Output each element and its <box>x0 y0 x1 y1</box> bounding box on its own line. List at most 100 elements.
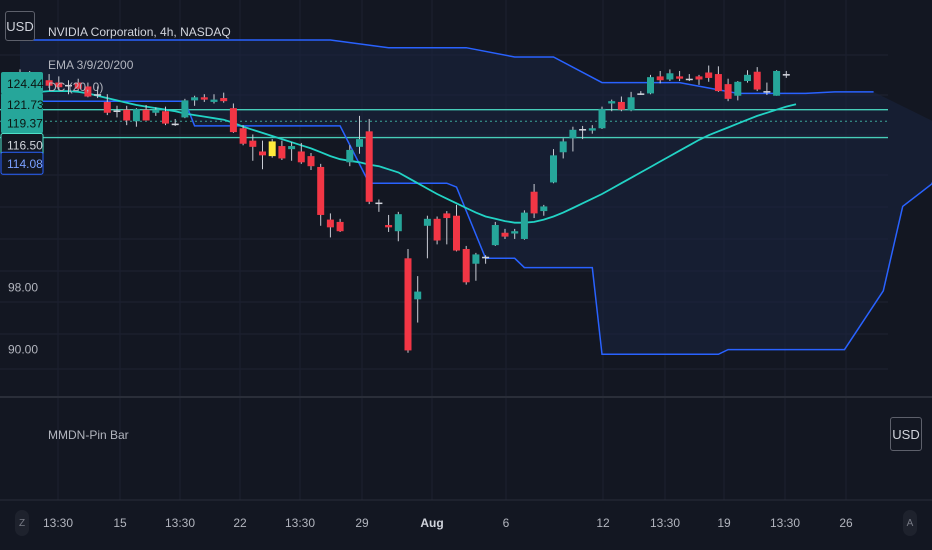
candle-body <box>123 109 131 121</box>
candle <box>453 204 460 252</box>
donchian-lower-line <box>20 100 932 356</box>
candle <box>433 216 441 245</box>
candle-body <box>462 249 470 283</box>
candle-body <box>617 101 625 110</box>
candle <box>103 94 111 116</box>
candle-body <box>191 97 199 101</box>
candle <box>142 105 150 121</box>
candle-body <box>744 74 751 82</box>
candle-body <box>433 218 441 241</box>
price-tick-label: 90.00 <box>8 343 38 357</box>
candle <box>346 145 354 167</box>
candle <box>162 106 169 126</box>
candle <box>210 94 218 104</box>
candle-body <box>375 202 383 205</box>
candle <box>278 140 286 160</box>
candle <box>317 163 325 226</box>
candle <box>530 183 538 219</box>
time-tick-label: 13:30 <box>650 516 680 530</box>
lower-pane-indicator-label[interactable]: MMDN-Pin Bar <box>48 428 129 442</box>
candle <box>307 153 315 171</box>
candle-body <box>773 70 781 96</box>
candle-body <box>404 258 412 351</box>
candle-body <box>598 108 606 129</box>
candle-body <box>394 214 402 232</box>
candle-body <box>297 151 305 163</box>
candle-body <box>753 71 761 90</box>
ema-indicator-label[interactable]: EMA 3/9/20/200 <box>48 58 134 72</box>
candle <box>753 67 761 92</box>
candles <box>16 65 790 353</box>
price-label-box <box>0 151 44 175</box>
candle-body <box>132 108 140 122</box>
candle <box>520 210 528 240</box>
candle-body <box>685 78 693 81</box>
scroll-left-button[interactable]: Z <box>15 510 29 536</box>
candle-body <box>608 101 616 104</box>
candle <box>356 115 363 154</box>
price-label: 116.50 <box>7 139 43 153</box>
candle <box>84 82 92 98</box>
price-label-box <box>1 72 43 95</box>
candle-body <box>239 128 247 144</box>
candle-body <box>356 139 363 147</box>
candle <box>695 74 703 85</box>
candle-body <box>84 86 92 97</box>
candle <box>94 86 102 99</box>
candle-body <box>414 291 422 300</box>
candle <box>171 118 179 126</box>
candle-body <box>559 141 567 153</box>
candle-body <box>472 254 480 264</box>
candle-body <box>103 101 111 113</box>
candle-body <box>588 128 596 131</box>
candle-body <box>540 206 548 212</box>
candle-body <box>229 108 237 133</box>
candle <box>443 211 451 245</box>
candle <box>297 142 305 164</box>
time-tick-label: 13:30 <box>770 516 800 530</box>
candle-body <box>530 191 538 214</box>
candle <box>569 126 577 152</box>
candle <box>637 91 645 95</box>
candle <box>462 245 470 285</box>
candle-body <box>249 140 257 147</box>
candle-body <box>550 155 557 183</box>
currency-button[interactable]: USD <box>5 11 35 41</box>
candle <box>598 106 606 130</box>
candle <box>744 70 751 83</box>
candle-body <box>647 77 654 94</box>
candle <box>617 96 625 112</box>
time-tick-label: 26 <box>839 516 853 530</box>
lower-pane-currency-button[interactable]: USD <box>890 417 922 451</box>
candle <box>268 139 276 158</box>
dc-indicator-label[interactable]: DC (20, 0) <box>48 80 104 94</box>
time-tick-label: 6 <box>503 516 510 530</box>
candle <box>423 215 431 259</box>
price-label: 119.37 <box>7 116 43 130</box>
candle-body <box>45 80 53 86</box>
candle-body <box>482 256 490 259</box>
candle <box>608 99 616 112</box>
candle <box>472 252 480 281</box>
candle-body <box>336 221 344 232</box>
candle <box>579 125 587 140</box>
candle <box>220 92 228 103</box>
candle <box>705 65 713 82</box>
candle <box>259 140 266 170</box>
candle-body <box>142 109 150 121</box>
candle-body <box>491 225 499 246</box>
candle-body <box>676 76 684 79</box>
time-axis: 13:30 15 13:30 22 13:30 29 Aug 6 12 13:30 19 13:30 2… <box>43 516 853 530</box>
symbol-title: NVIDIA Corporation, 4h, NASDAQ <box>48 25 231 39</box>
candle <box>763 82 771 95</box>
candle-body <box>55 82 63 88</box>
candle-body <box>453 215 460 251</box>
price-label-box <box>1 93 43 116</box>
auto-scale-button[interactable]: A <box>903 510 917 536</box>
candle <box>685 74 693 82</box>
candle-body <box>443 213 451 219</box>
candle <box>394 211 402 242</box>
candle <box>588 125 596 134</box>
time-tick-label: 29 <box>355 516 369 530</box>
